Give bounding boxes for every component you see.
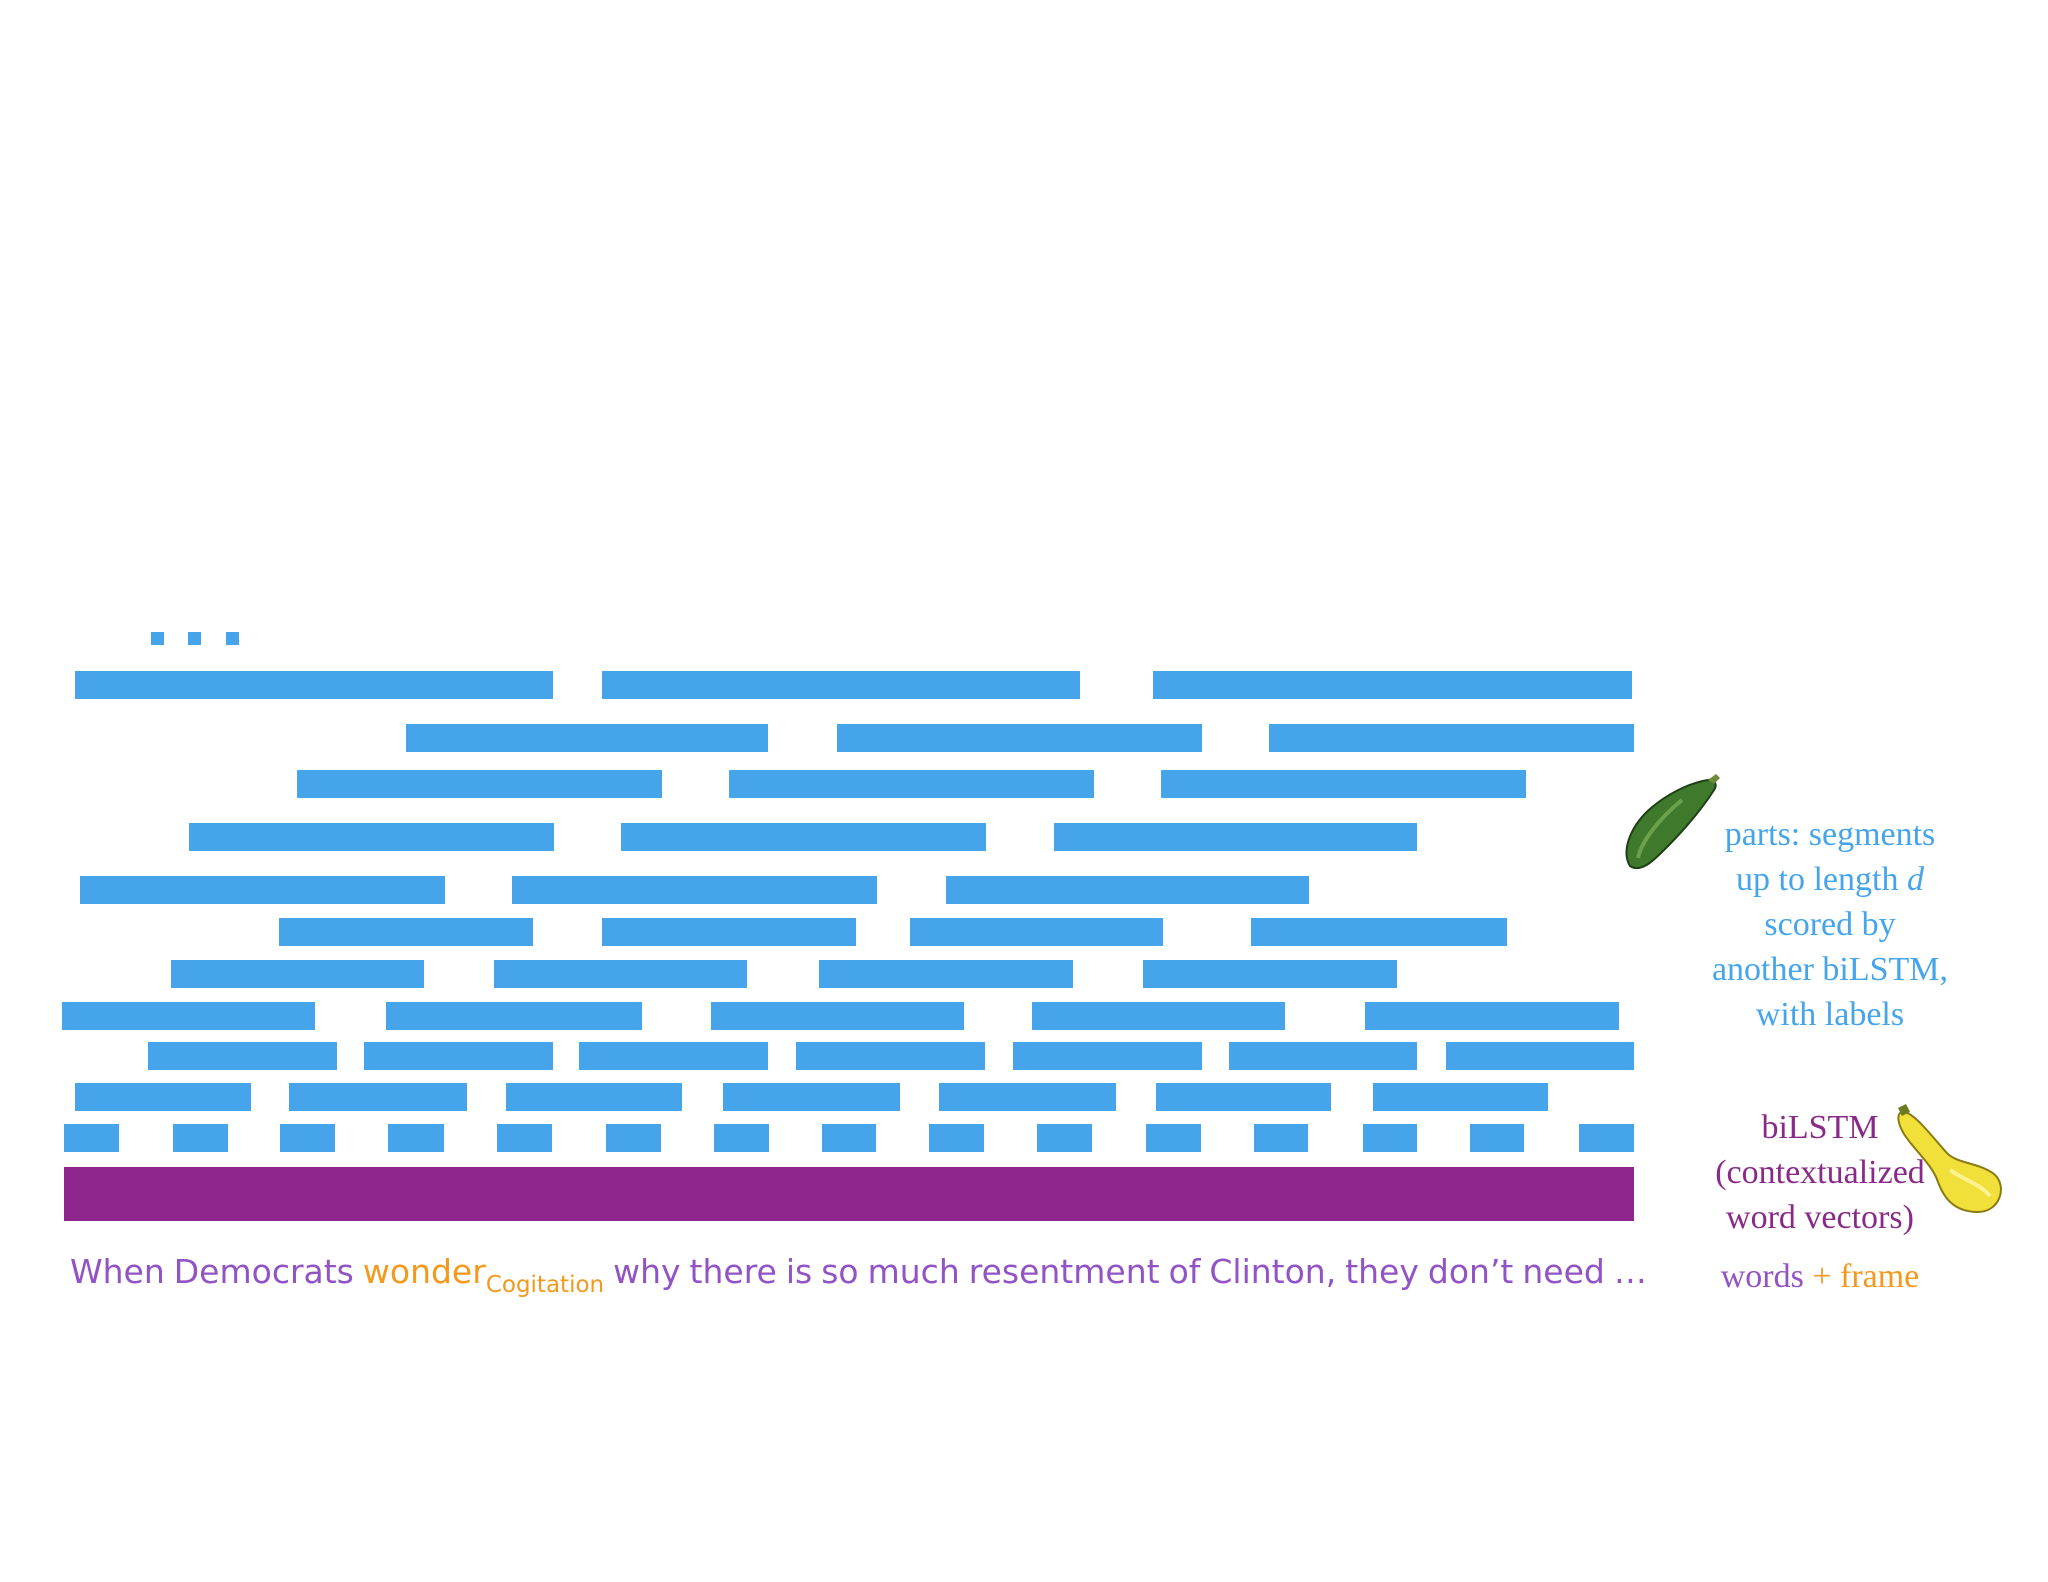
bilstm-label-line2: (contextualized <box>1715 1154 1925 1191</box>
parts-label-line3: scored by <box>1764 906 1896 943</box>
segment-bar <box>388 1124 444 1152</box>
segment-bar <box>75 1083 251 1111</box>
legend-words: words <box>1720 1258 1804 1295</box>
segment-bar <box>1579 1124 1634 1152</box>
segment-bar <box>1254 1124 1308 1152</box>
sentence-word: Democrats <box>173 1252 354 1291</box>
ellipsis-dot <box>151 632 164 645</box>
segment-bar <box>512 876 877 904</box>
legend-frame: frame <box>1840 1258 1920 1295</box>
sentence-word: need <box>1522 1252 1605 1291</box>
segment-bar <box>80 876 445 904</box>
sentence-word: Clinton, <box>1209 1252 1337 1291</box>
segment-bar <box>1365 1002 1619 1030</box>
segment-bar <box>1161 770 1526 798</box>
segment-bar <box>171 960 424 988</box>
segment-bar <box>1446 1042 1634 1070</box>
segment-bar <box>148 1042 337 1070</box>
target-word: wonderCogitation <box>362 1252 605 1298</box>
segment-bar <box>494 960 747 988</box>
sentence-word: is <box>785 1252 813 1291</box>
segment-bar <box>1373 1083 1548 1111</box>
zucchini-icon <box>1625 774 1720 869</box>
parts-label: parts: segments up to length d scored by… <box>1640 812 2020 1037</box>
segment-bar <box>280 1124 335 1152</box>
sentence-word: don’t <box>1427 1252 1514 1291</box>
bilstm-bar <box>64 1167 1634 1221</box>
segment-bar <box>1037 1124 1092 1152</box>
segment-bar <box>822 1124 876 1152</box>
bilstm-label-line1: biLSTM <box>1761 1109 1879 1146</box>
segment-bar <box>819 960 1073 988</box>
segment-bar <box>189 823 554 851</box>
segment-bar <box>1229 1042 1417 1070</box>
sentence-word: When <box>70 1252 165 1291</box>
parts-label-line2: up to length d <box>1640 857 2020 902</box>
segment-bar <box>62 1002 315 1030</box>
sentence-word: … <box>1613 1252 1647 1291</box>
segment-bar <box>1251 918 1507 946</box>
words-frame-legend: words + frame <box>1660 1254 1980 1299</box>
sentence-word: much <box>867 1252 960 1291</box>
segment-bar <box>364 1042 553 1070</box>
bilstm-label-line3: word vectors) <box>1726 1199 1914 1236</box>
parts-label-line1: parts: segments <box>1724 816 1936 853</box>
segment-bar <box>279 918 533 946</box>
segment-bar <box>796 1042 985 1070</box>
segment-bar <box>602 671 1080 699</box>
segment-bar <box>621 823 986 851</box>
ellipsis-dot <box>226 632 239 645</box>
segment-bar <box>1146 1124 1201 1152</box>
segment-bar <box>602 918 856 946</box>
segment-bar <box>837 724 1202 752</box>
segment-bar <box>1054 823 1417 851</box>
parts-label-line4: another biLSTM, <box>1711 951 1949 988</box>
sentence-word: so <box>821 1252 859 1291</box>
segment-bar <box>1269 724 1634 752</box>
segment-bar <box>946 876 1309 904</box>
segment-bar <box>1143 960 1397 988</box>
segment-bar <box>289 1083 467 1111</box>
segment-bar <box>939 1083 1116 1111</box>
segment-bar <box>1156 1083 1331 1111</box>
segment-bar <box>1032 1002 1285 1030</box>
segment-bar <box>714 1124 769 1152</box>
legend-plus: + <box>1812 1258 1832 1295</box>
sentence-word: they <box>1345 1252 1419 1291</box>
segment-bar <box>406 724 768 752</box>
sentence: When Democrats wonderCogitation why there is s… <box>70 1252 1670 1312</box>
parts-label-line5: with labels <box>1755 996 1905 1033</box>
segment-bar <box>606 1124 661 1152</box>
frame-label: Cogitation <box>485 1272 605 1298</box>
segment-bar <box>1013 1042 1202 1070</box>
segment-bar <box>1153 671 1632 699</box>
segment-bar <box>497 1124 552 1152</box>
segment-bar <box>75 671 553 699</box>
segment-bar <box>711 1002 964 1030</box>
sentence-word: why <box>613 1252 681 1291</box>
bilstm-label: biLSTM (contextualized word vectors) <box>1660 1105 1980 1240</box>
segment-bar <box>729 770 1094 798</box>
segment-bar <box>386 1002 642 1030</box>
segment-bar <box>723 1083 900 1111</box>
segment-bar <box>1363 1124 1417 1152</box>
segment-bar <box>579 1042 768 1070</box>
segment-bar <box>64 1124 119 1152</box>
sentence-word: of <box>1168 1252 1201 1291</box>
yellow-squash-icon <box>1897 1104 2002 1214</box>
segment-bar <box>1470 1124 1524 1152</box>
segment-bar <box>173 1124 228 1152</box>
segment-bar <box>910 918 1163 946</box>
length-variable: d <box>1906 861 1924 898</box>
segment-bar <box>297 770 662 798</box>
ellipsis-dot <box>188 632 201 645</box>
sentence-word: resentment <box>968 1252 1160 1291</box>
sentence-word: there <box>689 1252 777 1291</box>
parts-label-line2-text: up to length <box>1736 861 1907 898</box>
segment-bar <box>506 1083 682 1111</box>
segment-bar <box>929 1124 984 1152</box>
